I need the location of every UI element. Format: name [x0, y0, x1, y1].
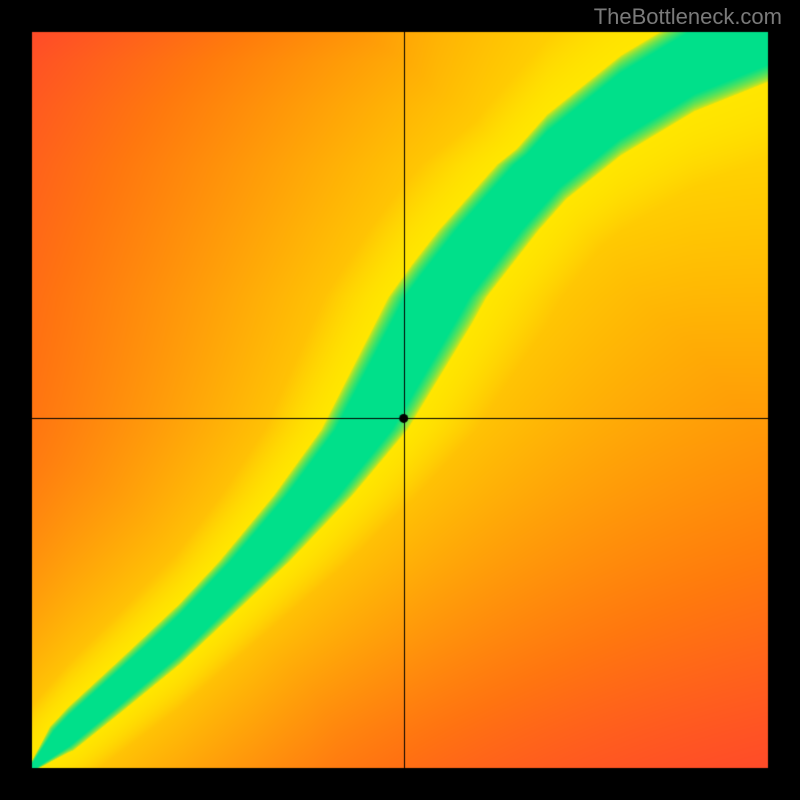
chart-container: TheBottleneck.com	[0, 0, 800, 800]
watermark-text: TheBottleneck.com	[594, 4, 782, 30]
heatmap-canvas	[0, 0, 800, 800]
